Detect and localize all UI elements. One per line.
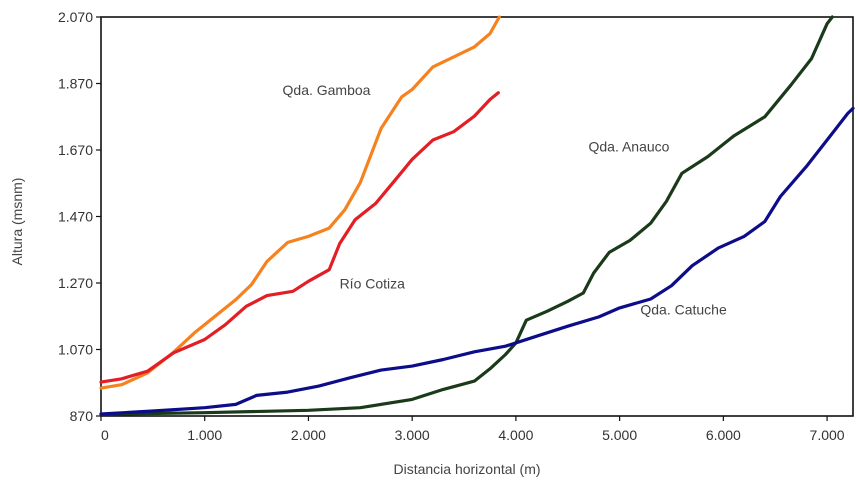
plot-frame (100, 16, 854, 417)
series-layer (99, 15, 855, 416)
y-axis: 870 1.070 1.270 1.470 1.670 1.870 2.070 (58, 9, 101, 424)
series-label-qda-catuche: Qda. Catuche (640, 302, 727, 318)
y-tick-label: 1.870 (58, 76, 93, 92)
y-tick-label: 870 (70, 408, 94, 424)
x-axis: 0 1.000 2.000 3.000 4.000 5.000 6.000 7.000 (100, 416, 845, 443)
series-label-layer: Qda. Gamboa Río Cotiza Qda. Anauco Qda. Cat… (283, 82, 727, 317)
x-axis-title: Distancia horizontal (m) (393, 461, 540, 477)
series-line-qda-gamboa (99, 15, 501, 390)
series-label-rio-cotiza: Río Cotiza (340, 276, 406, 292)
y-tick-label: 1.270 (58, 275, 93, 291)
x-tick-label: 3.000 (395, 427, 430, 443)
x-tick-label: 4.000 (498, 427, 533, 443)
x-tick-label: 5.000 (602, 427, 637, 443)
y-tick-label: 1.670 (58, 142, 93, 158)
series-label-qda-anauco: Qda. Anauco (589, 139, 670, 155)
x-tick-label: 1.000 (187, 427, 222, 443)
x-tick-label: 0 (101, 427, 109, 443)
y-axis-title: Altura (msnm) (9, 178, 25, 266)
series-line-qda-anauco (99, 15, 834, 416)
y-tick-label: 2.070 (58, 9, 93, 25)
series-line-rio-cotiza (99, 91, 500, 384)
x-tick-label: 6.000 (706, 427, 741, 443)
series-line-qda-catuche (99, 106, 855, 416)
series-label-qda-gamboa: Qda. Gamboa (283, 82, 371, 98)
y-tick-label: 1.470 (58, 209, 93, 225)
y-tick-label: 1.070 (58, 342, 93, 358)
x-tick-label: 2.000 (291, 427, 326, 443)
x-tick-label: 7.000 (810, 427, 845, 443)
